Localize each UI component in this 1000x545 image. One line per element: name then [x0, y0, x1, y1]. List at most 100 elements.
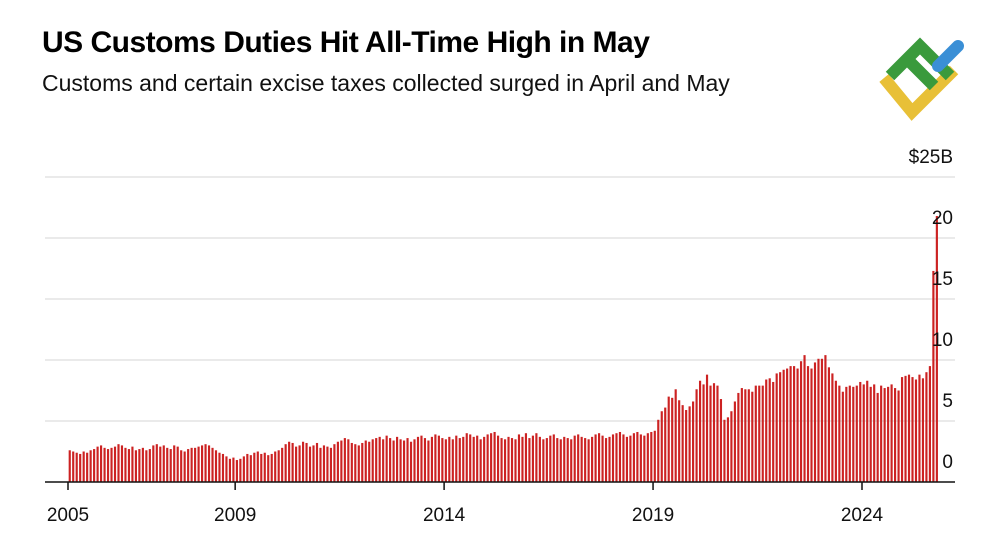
- chart-title: US Customs Duties Hit All-Time High in M…: [42, 26, 650, 59]
- bar: [68, 450, 71, 482]
- bar: [796, 368, 799, 482]
- bar: [221, 453, 225, 482]
- bar: [855, 385, 858, 482]
- bar: [873, 384, 876, 482]
- bar: [782, 369, 785, 482]
- bar: [615, 433, 618, 482]
- bar: [510, 438, 514, 482]
- bar: [921, 378, 925, 482]
- bar: [545, 438, 548, 482]
- bar: [824, 355, 827, 482]
- bar: [660, 411, 663, 482]
- bar: [521, 436, 524, 482]
- y-tick-label: 20: [932, 208, 953, 229]
- bar: [716, 385, 719, 482]
- bar: [270, 453, 273, 482]
- bar: [82, 451, 85, 482]
- bar: [528, 438, 531, 482]
- bar: [242, 456, 245, 482]
- bar: [786, 368, 789, 482]
- bar: [361, 442, 364, 482]
- x-tick-label: 2014: [423, 505, 466, 526]
- bar: [894, 388, 897, 482]
- bar: [96, 446, 99, 482]
- bar: [173, 445, 176, 482]
- bar: [427, 440, 430, 482]
- bar: [681, 405, 684, 482]
- bar: [493, 431, 496, 482]
- bar: [308, 446, 312, 482]
- bar: [667, 396, 670, 482]
- x-tick-label: 2009: [214, 505, 256, 526]
- bar: [772, 381, 775, 482]
- bar: [709, 385, 712, 482]
- bar: [779, 372, 782, 482]
- bar: [406, 438, 409, 482]
- bar: [549, 435, 552, 482]
- bar: [103, 447, 106, 482]
- bar: [538, 436, 541, 482]
- bar: [698, 380, 702, 482]
- bar: [827, 367, 830, 482]
- bar: [820, 358, 824, 482]
- bar: [761, 385, 764, 482]
- bar: [911, 377, 914, 482]
- bar: [288, 441, 291, 482]
- bar: [883, 388, 886, 482]
- bar: [389, 438, 392, 482]
- bar: [375, 438, 378, 482]
- bar: [117, 444, 120, 482]
- bar: [409, 441, 413, 482]
- bar: [354, 444, 357, 482]
- bar: [688, 406, 691, 482]
- gridlines: [45, 176, 955, 422]
- bar: [420, 435, 423, 482]
- bar: [754, 385, 757, 482]
- tick-labels: 0 5 10 15 20 $25B 2005 2009 2014 2019 2024: [47, 147, 953, 526]
- bar: [608, 436, 611, 482]
- bar: [180, 450, 183, 482]
- y-tick-label: 5: [942, 391, 953, 412]
- bar: [751, 391, 754, 482]
- bar: [138, 449, 141, 482]
- bar: [434, 434, 437, 482]
- x-tick-label: 2024: [841, 505, 884, 526]
- bar: [852, 386, 855, 482]
- bar: [744, 389, 747, 482]
- x-tick-label: 2005: [47, 505, 89, 526]
- bar: [483, 436, 486, 482]
- bar: [322, 445, 326, 482]
- bar: [793, 366, 796, 482]
- bar: [190, 447, 193, 482]
- y-tick-label: 15: [932, 269, 953, 290]
- chart-subtitle: Customs and certain excise taxes collect…: [42, 70, 730, 96]
- bar: [935, 216, 938, 483]
- bar: [730, 411, 733, 482]
- bar: [214, 450, 218, 482]
- bar: [194, 447, 197, 482]
- bar: [789, 366, 792, 482]
- bar: [465, 433, 468, 482]
- bar: [503, 439, 507, 482]
- bar: [928, 366, 931, 482]
- bar: [232, 457, 235, 482]
- bar: [301, 441, 305, 482]
- bar: [479, 439, 482, 482]
- bar: [866, 380, 869, 482]
- bar: [611, 434, 615, 482]
- bar: [79, 453, 82, 482]
- bar: [402, 440, 406, 482]
- bar: [490, 433, 493, 482]
- bar: [396, 436, 399, 482]
- bar: [340, 440, 343, 482]
- bar: [141, 447, 144, 482]
- bar: [740, 388, 743, 482]
- bar: [702, 384, 705, 482]
- bars: [68, 216, 938, 483]
- bar: [305, 442, 308, 482]
- bar: [598, 433, 601, 482]
- bar: [559, 439, 562, 482]
- bar: [113, 446, 117, 482]
- bar: [639, 434, 642, 482]
- bar: [566, 438, 569, 482]
